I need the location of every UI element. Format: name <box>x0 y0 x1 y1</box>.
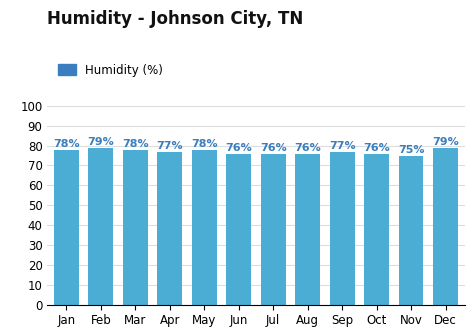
Bar <box>330 152 355 305</box>
Bar <box>157 152 182 305</box>
Bar <box>192 150 217 305</box>
Bar <box>54 150 79 305</box>
Bar <box>226 154 251 305</box>
Text: 77%: 77% <box>156 141 183 151</box>
Bar <box>433 148 458 305</box>
Bar <box>295 154 320 305</box>
Legend: Humidity (%): Humidity (%) <box>53 59 168 81</box>
Bar <box>89 148 113 305</box>
Text: 77%: 77% <box>329 141 356 151</box>
Text: 76%: 76% <box>363 143 390 153</box>
Bar <box>364 154 389 305</box>
Text: 79%: 79% <box>88 137 114 147</box>
Bar <box>261 154 286 305</box>
Text: 75%: 75% <box>398 145 424 155</box>
Text: 76%: 76% <box>260 143 287 153</box>
Text: 76%: 76% <box>225 143 252 153</box>
Bar <box>399 156 423 305</box>
Text: 78%: 78% <box>53 139 80 149</box>
Text: 78%: 78% <box>122 139 149 149</box>
Bar <box>123 150 148 305</box>
Text: Humidity - Johnson City, TN: Humidity - Johnson City, TN <box>47 10 304 28</box>
Text: 78%: 78% <box>191 139 218 149</box>
Text: 79%: 79% <box>432 137 459 147</box>
Text: 76%: 76% <box>294 143 321 153</box>
